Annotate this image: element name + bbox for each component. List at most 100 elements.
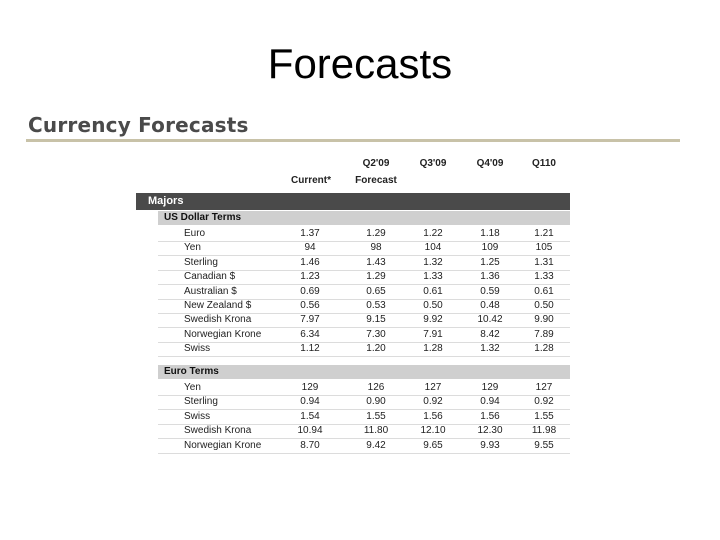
table-cell: 8.70 — [300, 439, 320, 451]
row-divider — [158, 312, 570, 314]
table-cell: 7.30 — [366, 328, 386, 340]
table-cell: 1.25 — [480, 256, 500, 268]
table-cell: 0.50 — [423, 300, 443, 311]
table-cell: 1.29 — [366, 228, 386, 239]
table-cell: 0.69 — [300, 285, 320, 297]
row-divider — [158, 452, 570, 454]
table-cell: 0.92 — [534, 396, 554, 408]
table-cell: 1.23 — [300, 271, 320, 283]
table-cell: 1.12 — [300, 343, 320, 355]
table-cell: 0.90 — [366, 396, 386, 408]
table-cell: 9.55 — [534, 439, 554, 451]
table-cell: 0.94 — [480, 396, 500, 408]
row-label: Norwegian Krone — [184, 439, 262, 451]
row-divider — [158, 341, 570, 343]
table-cell: 1.32 — [423, 256, 443, 268]
row-label: Swiss — [184, 410, 211, 422]
table-row: Swiss 1.54 1.55 1.56 1.56 1.55 — [158, 410, 570, 424]
row-label: Swedish Krona — [184, 425, 252, 437]
row-label: Sterling — [184, 256, 218, 268]
row-divider — [158, 423, 570, 425]
table-cell: 1.28 — [423, 343, 443, 355]
slide-title: Forecasts — [267, 40, 453, 87]
table-cell: 9.90 — [534, 314, 554, 326]
table-cell: 7.91 — [423, 328, 443, 340]
table-cell: 8.42 — [480, 328, 500, 340]
table-cell: 10.94 — [297, 425, 323, 437]
table-row: Swedish Krona 10.94 11.80 12.10 12.30 11.98 — [158, 424, 570, 438]
table-cell: 1.29 — [366, 271, 386, 283]
column-header-forecast: Forecast — [355, 175, 397, 186]
table-cell: 11.80 — [363, 425, 389, 437]
section-title: Currency Forecasts — [28, 113, 249, 137]
table-row: New Zealand $ 0.56 0.53 0.50 0.48 0.50 — [158, 299, 570, 313]
row-label: Norwegian Krone — [184, 328, 262, 340]
row-label: Yen — [184, 382, 201, 393]
table-cell: 0.56 — [300, 300, 320, 311]
table-cell: 105 — [535, 242, 553, 254]
table-cell: 0.61 — [423, 285, 443, 297]
table-cell: 9.15 — [366, 314, 386, 326]
table-cell: 0.65 — [366, 285, 386, 297]
table-cell: 109 — [481, 242, 499, 254]
row-divider — [158, 356, 570, 358]
table-row: Swedish Krona 7.97 9.15 9.92 10.42 9.90 — [158, 313, 570, 327]
row-label: Australian $ — [184, 285, 237, 297]
table-cell: 126 — [367, 382, 385, 393]
table-row: Sterling 0.94 0.90 0.92 0.94 0.92 — [158, 395, 570, 409]
table-cell: 0.48 — [480, 300, 500, 311]
table-cell: 0.59 — [480, 285, 500, 297]
table-cell: 1.36 — [480, 271, 500, 283]
column-header-q2-line1: Q2'09 — [362, 158, 390, 169]
row-divider — [158, 438, 570, 440]
table-cell: 1.33 — [423, 271, 443, 283]
row-divider — [158, 409, 570, 411]
table-row: Swiss 1.12 1.20 1.28 1.32 1.28 — [158, 342, 570, 356]
column-header-q1-line1: Q110 — [532, 158, 556, 169]
row-label: New Zealand $ — [184, 300, 252, 311]
table-row: Australian $ 0.69 0.65 0.61 0.59 0.61 — [158, 285, 570, 299]
table-cell: 1.54 — [300, 410, 320, 422]
table-row: Norwegian Krone 6.34 7.30 7.91 8.42 7.89 — [158, 328, 570, 342]
table-cell: 1.31 — [534, 256, 554, 268]
table-cell: 1.21 — [534, 228, 554, 239]
table-cell: 129 — [301, 382, 319, 393]
table-cell: 9.92 — [423, 314, 443, 326]
section-divider — [26, 139, 680, 142]
table-cell: 1.22 — [423, 228, 443, 239]
group-header: Euro Terms — [158, 365, 570, 379]
column-header-current: Current* — [290, 175, 331, 186]
table-cell: 7.97 — [300, 314, 320, 326]
row-label: Swedish Krona — [184, 314, 252, 326]
row-divider — [158, 269, 570, 271]
majors-header: Majors — [136, 193, 570, 210]
table-cell: 7.89 — [534, 328, 554, 340]
table-cell: 1.37 — [300, 228, 320, 239]
table-row: Yen 94 98 104 109 105 — [158, 241, 570, 255]
row-divider — [158, 327, 570, 329]
table-cell: 1.55 — [366, 410, 386, 422]
table-cell: 94 — [304, 242, 316, 254]
table-cell: 1.55 — [534, 410, 554, 422]
table-cell: 12.10 — [420, 425, 446, 437]
table-cell: 0.94 — [300, 396, 320, 408]
table-cell: 1.33 — [534, 271, 554, 283]
row-label: Swiss — [184, 343, 211, 355]
table-cell: 1.46 — [300, 256, 320, 268]
table-cell: 1.56 — [480, 410, 500, 422]
table-row: Sterling 1.46 1.43 1.32 1.25 1.31 — [158, 256, 570, 270]
table-cell: 1.20 — [366, 343, 386, 355]
table-row: Norwegian Krone 8.70 9.42 9.65 9.93 9.55 — [158, 439, 570, 453]
table-cell: 0.50 — [534, 300, 554, 311]
table-cell: 9.65 — [423, 439, 443, 451]
table-cell: 98 — [370, 242, 382, 254]
table-cell: 127 — [535, 382, 553, 393]
table-cell: 1.18 — [480, 228, 500, 239]
row-label: Euro — [184, 228, 206, 239]
table-row: Yen 129 126 127 129 127 — [158, 381, 570, 395]
table-cell: 1.32 — [480, 343, 500, 355]
table-cell: 1.43 — [366, 256, 386, 268]
table-row: Canadian $ 1.23 1.29 1.33 1.36 1.33 — [158, 270, 570, 284]
row-divider — [158, 255, 570, 257]
row-divider — [158, 298, 570, 300]
